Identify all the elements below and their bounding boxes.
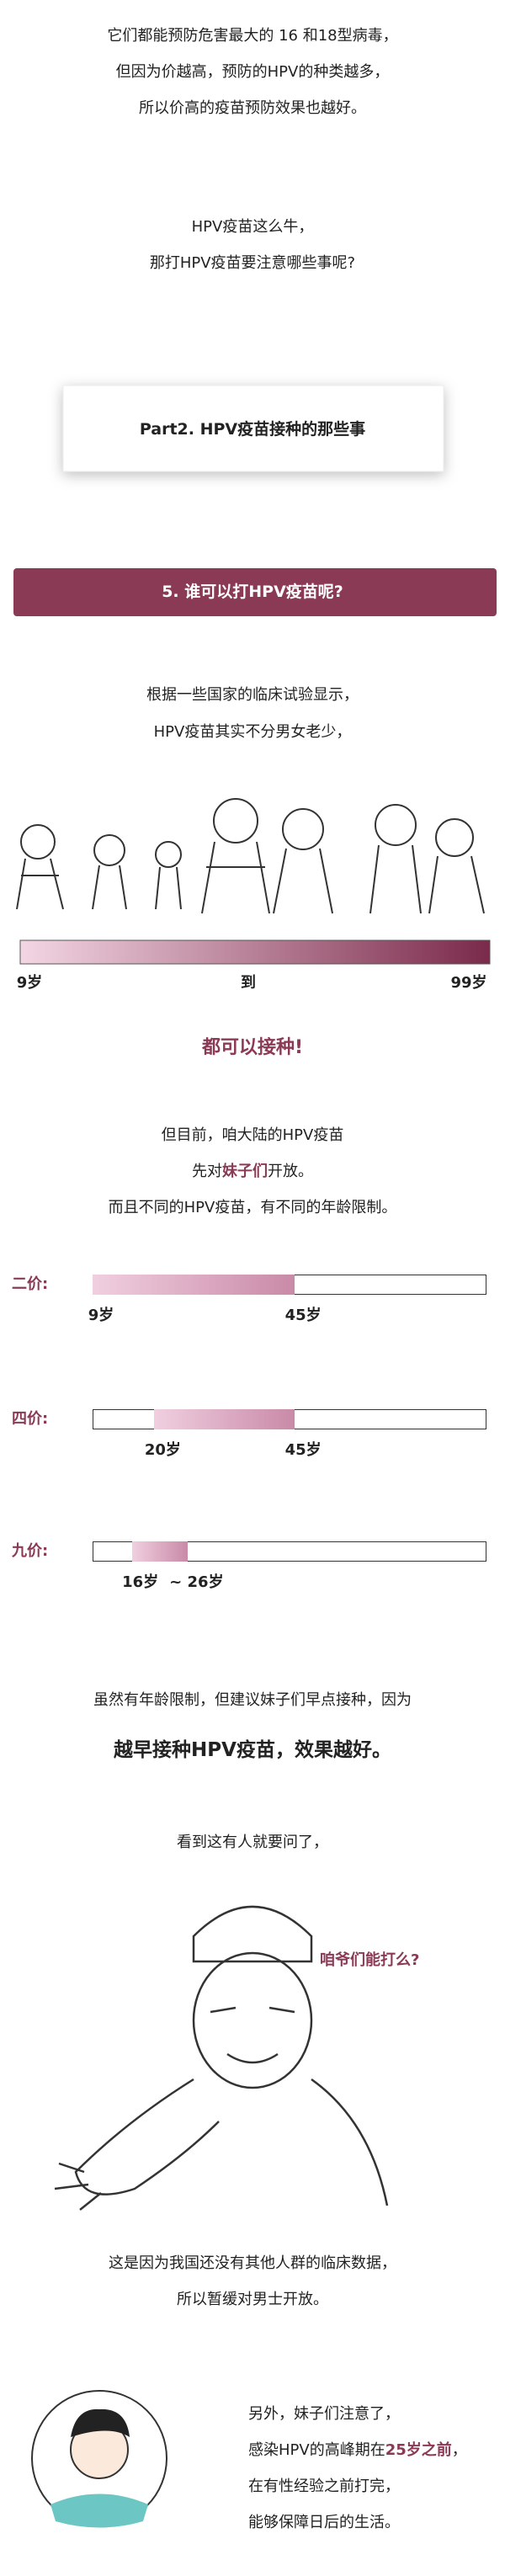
- clinical-line: HPV疫苗其实不分男女老少，: [153, 723, 352, 741]
- reason-line: 所以暂缓对男士开放。: [177, 2291, 328, 2308]
- text-segment: 先对: [192, 1163, 222, 1180]
- vaccine-age-range: [131, 1541, 189, 1562]
- text-segment: 而且不同的HPV疫苗，有不同的年龄限制。: [108, 1199, 397, 1216]
- age-end: 99岁: [450, 974, 487, 992]
- avatar-shirt: [50, 2494, 148, 2528]
- question-line: HPV疫苗这么牛，: [191, 218, 314, 236]
- advice-emphasis: 越早接种HPV疫苗，效果越好。: [114, 1739, 391, 1761]
- age-middle: 到: [241, 974, 256, 992]
- vaccine-name: 九价:: [12, 1542, 49, 1560]
- reason-line: 这是因为我国还没有其他人群的临床数据，: [109, 2254, 396, 2272]
- intro-line: 但因为价越高，预防的HPV的种类越多，: [115, 63, 390, 81]
- avatar-hair: [71, 2408, 130, 2437]
- people-illustration: [16, 798, 485, 914]
- mainland-line: 先对妹子们开放。: [0, 1162, 505, 1182]
- text-segment: ，: [451, 2441, 467, 2459]
- vaccine-to-label: ~ 26岁: [169, 1573, 224, 1591]
- section-banner-title: 5. 谁可以打HPV疫苗呢?: [162, 583, 343, 601]
- vaccine-to-label: 45岁: [284, 1441, 322, 1459]
- text-segment: 但目前，咱大陆的HPV疫苗: [161, 1126, 344, 1144]
- part-box: [62, 385, 444, 472]
- intro-line: 所以价高的疫苗预防效果也越好。: [139, 99, 366, 117]
- age-gradient-bar: [19, 939, 491, 965]
- all-can: 都可以接种!: [201, 1037, 304, 1058]
- section-banner-bg: [13, 568, 497, 616]
- note-line: 另外，妹子们注意了，: [248, 2404, 501, 2424]
- note-line: 能够保障日后的生活。: [248, 2513, 501, 2533]
- text-segment: 25岁之前: [385, 2441, 452, 2459]
- part-title: Part2. HPV疫苗接种的那些事: [139, 420, 366, 439]
- clinical-line: 根据一些国家的临床试验显示，: [146, 686, 359, 704]
- advice-line: 虽然有年龄限制，但建议妹子们早点接种，因为: [93, 1691, 412, 1709]
- vaccine-name: 二价:: [12, 1275, 49, 1293]
- speech: 咱爷们能打么?: [320, 1951, 420, 1969]
- vaccine-age-range: [154, 1409, 295, 1429]
- mainland-line: 而且不同的HPV疫苗，有不同的年龄限制。: [0, 1198, 505, 1218]
- vaccine-from-label: 16岁: [122, 1573, 159, 1591]
- note-line: 感染HPV的高峰期在25岁之前，: [248, 2440, 501, 2461]
- age-start: 9岁: [16, 974, 43, 992]
- vaccine-from-label: 20岁: [144, 1441, 181, 1459]
- vaccine-from-label: 9岁: [88, 1307, 114, 1324]
- text-segment: 在有性经验之前打完，: [248, 2478, 400, 2495]
- text-segment: 能够保障日后的生活。: [248, 2514, 400, 2531]
- intro-line: 它们都能预防危害最大的 16 和18型病毒，: [107, 27, 398, 45]
- note-line: 在有性经验之前打完，: [248, 2477, 501, 2497]
- question-line: 那打HPV疫苗要注意哪些事呢?: [149, 254, 356, 272]
- man-illustration: [54, 1905, 389, 2211]
- text-segment: 感染HPV的高峰期在: [248, 2441, 385, 2459]
- vaccine-age-range: [93, 1275, 295, 1295]
- mainland-line: 但目前，咱大陆的HPV疫苗: [0, 1126, 505, 1146]
- text-segment: 妹子们: [222, 1163, 268, 1180]
- text-segment: 开放。: [268, 1163, 313, 1180]
- asked-line: 看到这有人就要问了，: [177, 1834, 328, 1851]
- vaccine-to-label: 45岁: [284, 1307, 322, 1324]
- vaccine-name: 四价:: [12, 1410, 49, 1428]
- text-segment: 另外，妹子们注意了，: [248, 2405, 400, 2423]
